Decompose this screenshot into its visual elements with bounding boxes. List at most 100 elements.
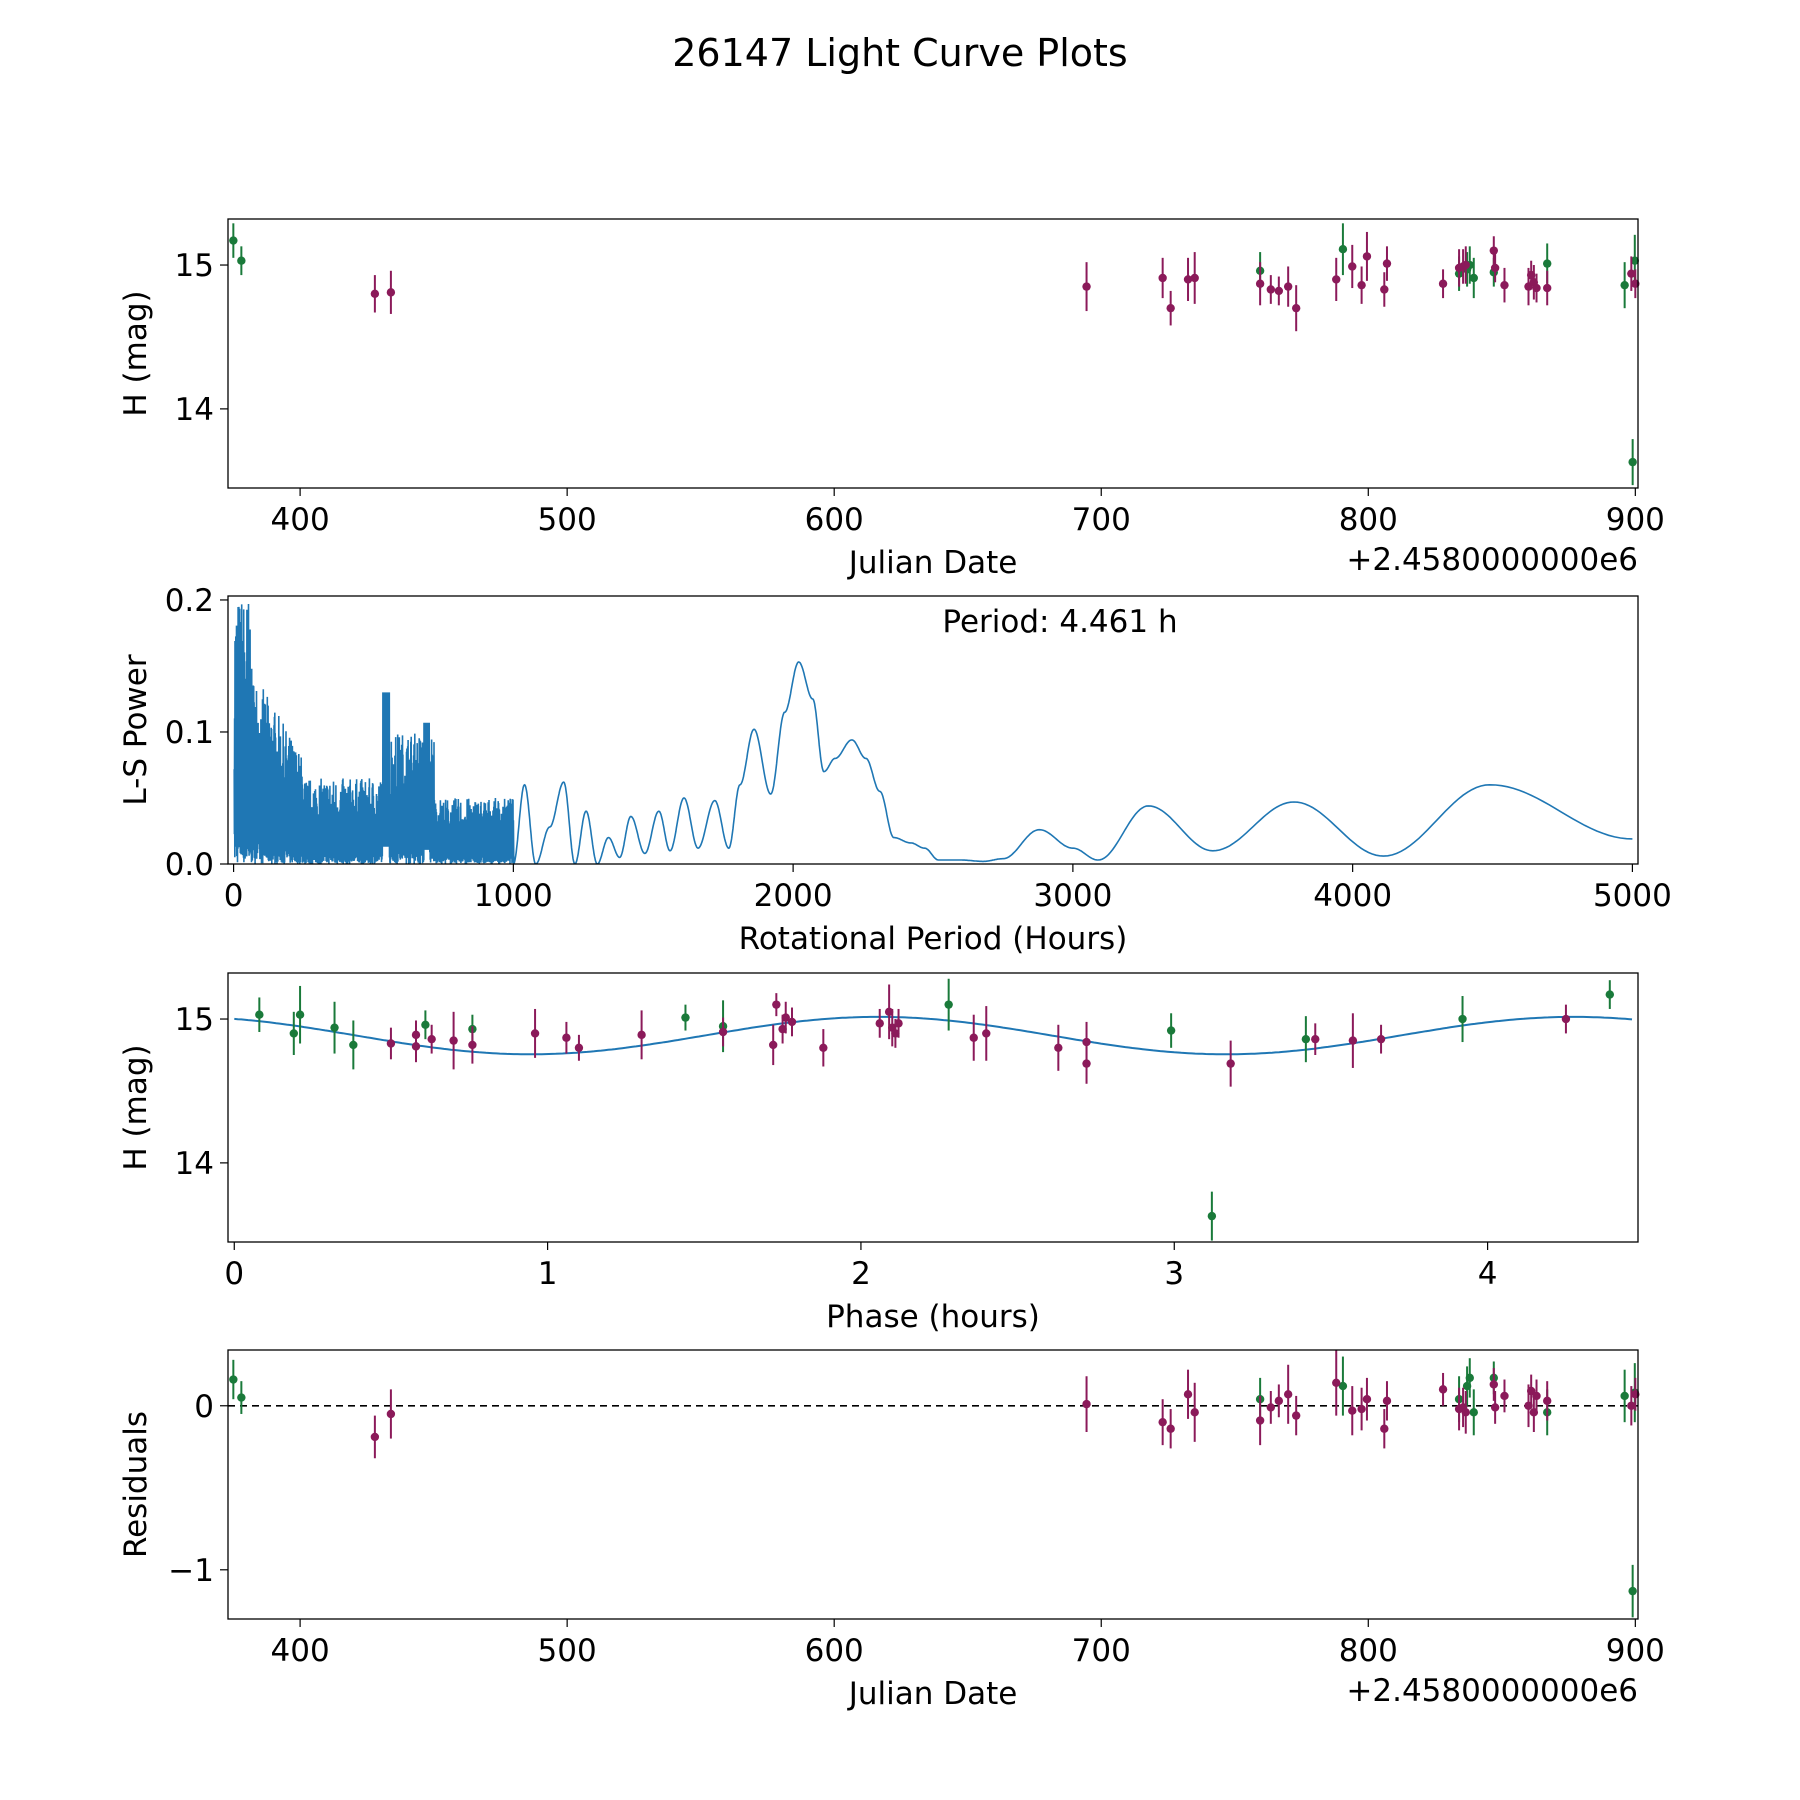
y-tick-label: 0 xyxy=(194,1389,214,1425)
data-point xyxy=(1183,275,1193,284)
data-point xyxy=(1543,283,1552,293)
y-tick-label: 15 xyxy=(175,248,214,284)
data-point xyxy=(289,1029,298,1038)
data-point xyxy=(894,1019,903,1028)
series-green xyxy=(255,978,1615,1241)
series-green xyxy=(229,223,1639,486)
x-axis-label: Julian Date xyxy=(847,545,1018,581)
data-point xyxy=(787,1017,797,1027)
data-point xyxy=(1469,1408,1478,1417)
data-point xyxy=(1348,1406,1357,1415)
data-point xyxy=(229,236,238,245)
model-curve xyxy=(234,1015,1633,1056)
data-point xyxy=(1500,280,1509,290)
data-point xyxy=(681,1013,690,1022)
data-point xyxy=(875,1019,884,1028)
data-point xyxy=(1489,246,1498,255)
data-point xyxy=(1291,303,1301,313)
x-tick-label: 4000 xyxy=(1313,878,1392,914)
data-point xyxy=(1461,1408,1470,1417)
y-tick-label: 14 xyxy=(175,1146,214,1182)
data-point xyxy=(944,1000,953,1009)
panel-lightcurve: 400 500 600 700 800 900 14 15 Julian Date H (mag)… xyxy=(118,218,1665,581)
x-offset-label: +2.4580000000e6 xyxy=(1346,542,1638,578)
data-point xyxy=(1207,1211,1217,1221)
x-tick-label: 400 xyxy=(271,502,330,538)
data-point xyxy=(1490,263,1500,273)
x-tick-label: 400 xyxy=(271,1633,330,1669)
data-point xyxy=(1348,262,1357,271)
data-point xyxy=(1380,285,1389,294)
panel-periodogram: 0 1000 2000 3000 4000 5000 0.0 0.1 0.2 Rotational… xyxy=(118,583,1672,957)
x-axis-label: Phase (hours) xyxy=(826,1299,1040,1335)
data-point xyxy=(370,289,380,299)
data-point xyxy=(1489,1380,1498,1389)
data-point xyxy=(229,1375,238,1384)
data-point xyxy=(1376,1034,1386,1044)
data-point xyxy=(1438,1385,1448,1394)
y-tick-label: 14 xyxy=(175,392,214,428)
data-point xyxy=(637,1030,646,1040)
data-point xyxy=(1461,260,1470,270)
data-point xyxy=(1543,259,1552,268)
x-tick-label: 3 xyxy=(1164,1256,1184,1292)
data-point xyxy=(1255,1416,1265,1425)
x-tick-label: 0 xyxy=(224,878,244,914)
data-point xyxy=(468,1040,477,1050)
data-point xyxy=(1332,275,1341,284)
data-point xyxy=(1082,282,1091,291)
x-tick-label: 2 xyxy=(851,1256,871,1292)
data-point xyxy=(1255,279,1265,288)
data-point xyxy=(1291,1411,1301,1420)
data-point xyxy=(1054,1043,1063,1053)
data-point xyxy=(1338,1381,1348,1391)
data-point xyxy=(1266,1403,1276,1412)
y-tick-label: −1 xyxy=(168,1553,214,1589)
data-point xyxy=(1382,1396,1392,1406)
data-point xyxy=(574,1043,584,1053)
data-point xyxy=(718,1027,728,1037)
data-point xyxy=(1628,1586,1637,1596)
x-tick-label: 700 xyxy=(1072,1633,1131,1669)
data-point xyxy=(1458,1014,1467,1024)
y-tick-label: 0.0 xyxy=(165,847,214,883)
data-point xyxy=(1357,280,1366,290)
data-point xyxy=(349,1040,358,1050)
series-purple xyxy=(386,984,1571,1087)
data-point xyxy=(386,1409,396,1419)
x-tick-label: 900 xyxy=(1606,502,1665,538)
data-point xyxy=(1362,1395,1372,1404)
data-point xyxy=(427,1034,436,1044)
data-point xyxy=(1183,1390,1193,1399)
data-point xyxy=(1380,1424,1389,1433)
data-point xyxy=(1532,1391,1541,1401)
data-point xyxy=(1490,1403,1500,1412)
data-point xyxy=(1382,259,1392,268)
ls-power-line xyxy=(233,603,1633,864)
x-axis-label: Julian Date xyxy=(847,1676,1018,1712)
data-point xyxy=(295,1010,305,1019)
data-point xyxy=(1166,1424,1175,1433)
y-axis-label: H (mag) xyxy=(118,290,154,416)
data-point xyxy=(386,288,396,297)
plot-frame xyxy=(227,1349,1639,1620)
data-point xyxy=(1082,1399,1091,1409)
data-point xyxy=(1627,269,1636,278)
x-tick-label: 4 xyxy=(1478,1256,1498,1292)
x-tick-label: 5000 xyxy=(1593,878,1672,914)
plot-frame xyxy=(227,595,1639,865)
data-point xyxy=(1166,1026,1176,1035)
x-tick-label: 500 xyxy=(538,1633,597,1669)
data-point xyxy=(1190,273,1199,283)
data-point xyxy=(237,256,246,265)
x-tick-label: 800 xyxy=(1339,502,1398,538)
x-tick-label: 2000 xyxy=(754,878,833,914)
data-point xyxy=(1082,1059,1091,1068)
y-tick-label: 0.1 xyxy=(165,715,214,751)
x-tick-label: 600 xyxy=(805,1633,864,1669)
x-tick-label: 1000 xyxy=(474,878,553,914)
data-point xyxy=(1338,245,1348,254)
data-point xyxy=(421,1020,430,1029)
plot-frame xyxy=(227,972,1639,1243)
